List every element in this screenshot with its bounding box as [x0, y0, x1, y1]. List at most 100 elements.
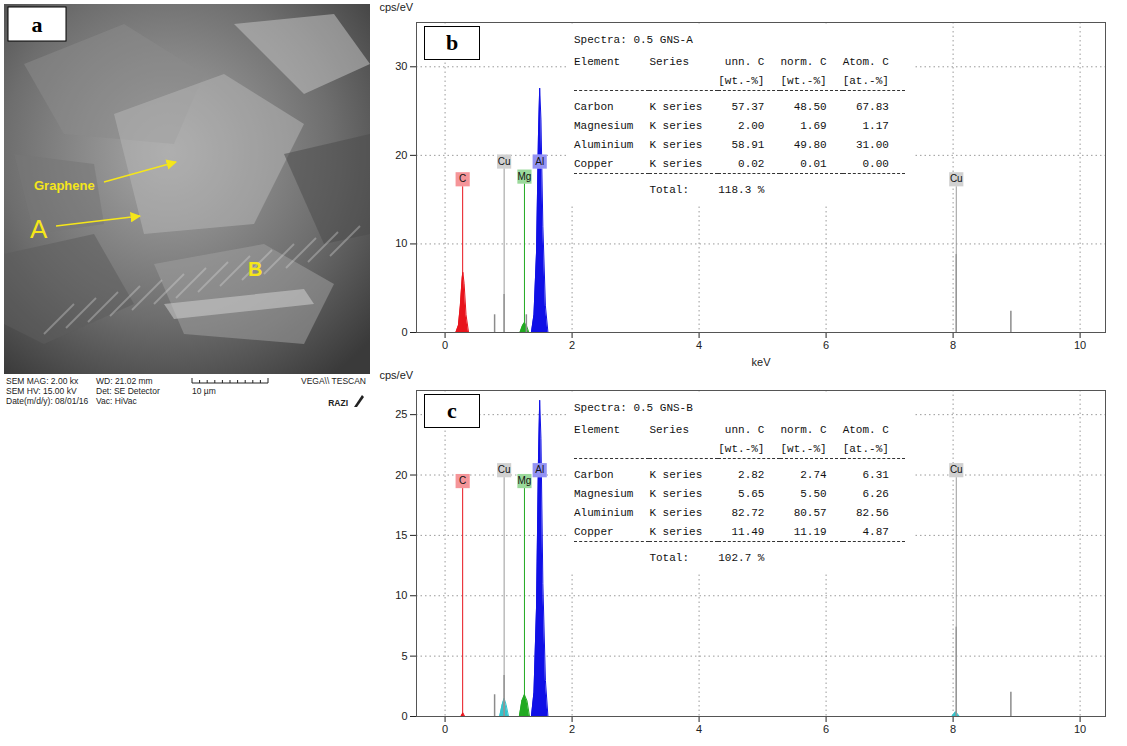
html-text:0.01: 0.01: [800, 157, 827, 170]
html-text:K series: K series: [649, 119, 703, 132]
svg-text:0: 0: [442, 339, 448, 351]
html-text:Series: Series: [649, 423, 689, 436]
html-text:unn. C: unn. C: [724, 55, 765, 68]
svg-text:SEM MAG: 2.00 kx: SEM MAG: 2.00 kx: [6, 376, 79, 386]
svg-text:10: 10: [1074, 723, 1086, 735]
html-text:[at.-%]: [at.-%]: [842, 74, 889, 87]
svg-text:WD: 21.02 mm: WD: 21.02 mm: [96, 376, 153, 386]
html-text:48.50: 48.50: [793, 100, 827, 113]
svg-text:20: 20: [395, 469, 407, 481]
html-text:57.37: 57.37: [731, 100, 765, 113]
html-text:Carbon: Carbon: [574, 468, 614, 481]
html-text:118.3 %: 118.3 %: [718, 183, 765, 196]
html-text:[wt.-%]: [wt.-%]: [780, 442, 827, 455]
html-text:Series: Series: [649, 55, 689, 68]
html-text:1.17: 1.17: [862, 119, 889, 132]
html-text:1.69: 1.69: [800, 119, 827, 132]
svg-text:SEM HV: 15.00 kV: SEM HV: 15.00 kV: [6, 386, 77, 396]
svg-text:Vac: HiVac: Vac: HiVac: [96, 396, 138, 406]
svg-text:cps/eV: cps/eV: [380, 1, 414, 13]
svg-text:10: 10: [395, 589, 407, 601]
svg-text:4: 4: [696, 339, 702, 351]
svg-text:8: 8: [950, 723, 956, 735]
svg-text:0: 0: [401, 710, 407, 722]
html-text:0.02: 0.02: [738, 157, 765, 170]
html-text:Magnesium: Magnesium: [574, 119, 634, 132]
html-text:norm. C: norm. C: [780, 55, 827, 68]
html-text:82.72: 82.72: [731, 506, 765, 519]
html-text:K series: K series: [649, 100, 703, 113]
html-text:2.74: 2.74: [800, 468, 827, 481]
html-text:[at.-%]: [at.-%]: [842, 442, 889, 455]
html-text:Carbon: Carbon: [574, 100, 614, 113]
svg-text:4: 4: [696, 723, 702, 735]
svg-text:B: B: [248, 258, 262, 280]
svg-text:Cu: Cu: [498, 156, 511, 167]
html-text:0.00: 0.00: [862, 157, 889, 170]
svg-text:25: 25: [395, 408, 407, 420]
svg-text:6: 6: [823, 339, 829, 351]
html-text:49.80: 49.80: [793, 138, 827, 151]
svg-text:8: 8: [950, 339, 956, 351]
html-text:b: b: [445, 30, 459, 55]
svg-text:keV: keV: [752, 356, 772, 368]
html-text:Element: Element: [574, 423, 621, 436]
html-text:K series: K series: [649, 487, 703, 500]
svg-text:cps/eV: cps/eV: [380, 369, 414, 381]
svg-text:2: 2: [569, 339, 575, 351]
html-text:67.83: 67.83: [855, 100, 889, 113]
html-text:2.00: 2.00: [738, 119, 765, 132]
html-text:Aluminium: Aluminium: [574, 138, 634, 151]
html-text:58.91: 58.91: [731, 138, 765, 151]
svg-text:Al: Al: [535, 156, 544, 167]
svg-text:Cu: Cu: [498, 464, 511, 475]
html-text:norm. C: norm. C: [780, 423, 827, 436]
html-text:Atom. C: Atom. C: [842, 55, 889, 68]
svg-text:6: 6: [823, 723, 829, 735]
html-text:5.50: 5.50: [800, 487, 827, 500]
html-text:Aluminium: Aluminium: [574, 506, 634, 519]
html-text:Atom. C: Atom. C: [842, 423, 889, 436]
html-text:[wt.-%]: [wt.-%]: [718, 442, 765, 455]
html-text:[wt.-%]: [wt.-%]: [718, 74, 765, 87]
html-text:Magnesium: Magnesium: [574, 487, 634, 500]
html-text:6.26: 6.26: [862, 487, 889, 500]
svg-text:Det: SE Detector: Det: SE Detector: [96, 386, 160, 396]
svg-text:10: 10: [395, 237, 407, 249]
svg-text:0: 0: [442, 723, 448, 735]
html-text:K series: K series: [649, 138, 703, 151]
svg-text:a: a: [32, 12, 43, 37]
html-text:Element: Element: [574, 55, 621, 68]
svg-text:Cu: Cu: [950, 173, 963, 184]
svg-text:30: 30: [395, 60, 407, 72]
svg-text:C: C: [459, 173, 466, 184]
svg-text:Al: Al: [535, 464, 544, 475]
svg-text:Graphene: Graphene: [34, 178, 95, 193]
svg-text:10: 10: [1074, 339, 1086, 351]
svg-text:15: 15: [395, 529, 407, 541]
html-text:[wt.-%]: [wt.-%]: [780, 74, 827, 87]
svg-text:A: A: [30, 214, 48, 244]
html-text:K series: K series: [649, 468, 703, 481]
html-text:unn. C: unn. C: [724, 423, 765, 436]
html-text:K series: K series: [649, 157, 703, 170]
svg-text:10 µm: 10 µm: [192, 386, 216, 396]
html-text:2.82: 2.82: [738, 468, 765, 481]
svg-text:Mg: Mg: [518, 475, 532, 486]
svg-text:Cu: Cu: [950, 464, 963, 475]
svg-text:0: 0: [401, 326, 407, 338]
html-text:K series: K series: [649, 506, 703, 519]
svg-text:Date(m/d/y): 08/01/16: Date(m/d/y): 08/01/16: [6, 396, 88, 406]
html-text:5.65: 5.65: [738, 487, 765, 500]
svg-text:RAZI: RAZI: [328, 398, 348, 408]
svg-text:5: 5: [401, 650, 407, 662]
svg-text:C: C: [459, 475, 466, 486]
html-text:Copper: Copper: [574, 157, 614, 170]
html-text:6.31: 6.31: [862, 468, 889, 481]
svg-text:20: 20: [395, 149, 407, 161]
svg-text:Mg: Mg: [518, 171, 532, 182]
html-text:Total:: Total:: [649, 183, 689, 196]
svg-text:VEGA\\ TESCAN: VEGA\\ TESCAN: [301, 376, 366, 386]
svg-text:2: 2: [569, 723, 575, 735]
html-text:31.00: 31.00: [855, 138, 889, 151]
